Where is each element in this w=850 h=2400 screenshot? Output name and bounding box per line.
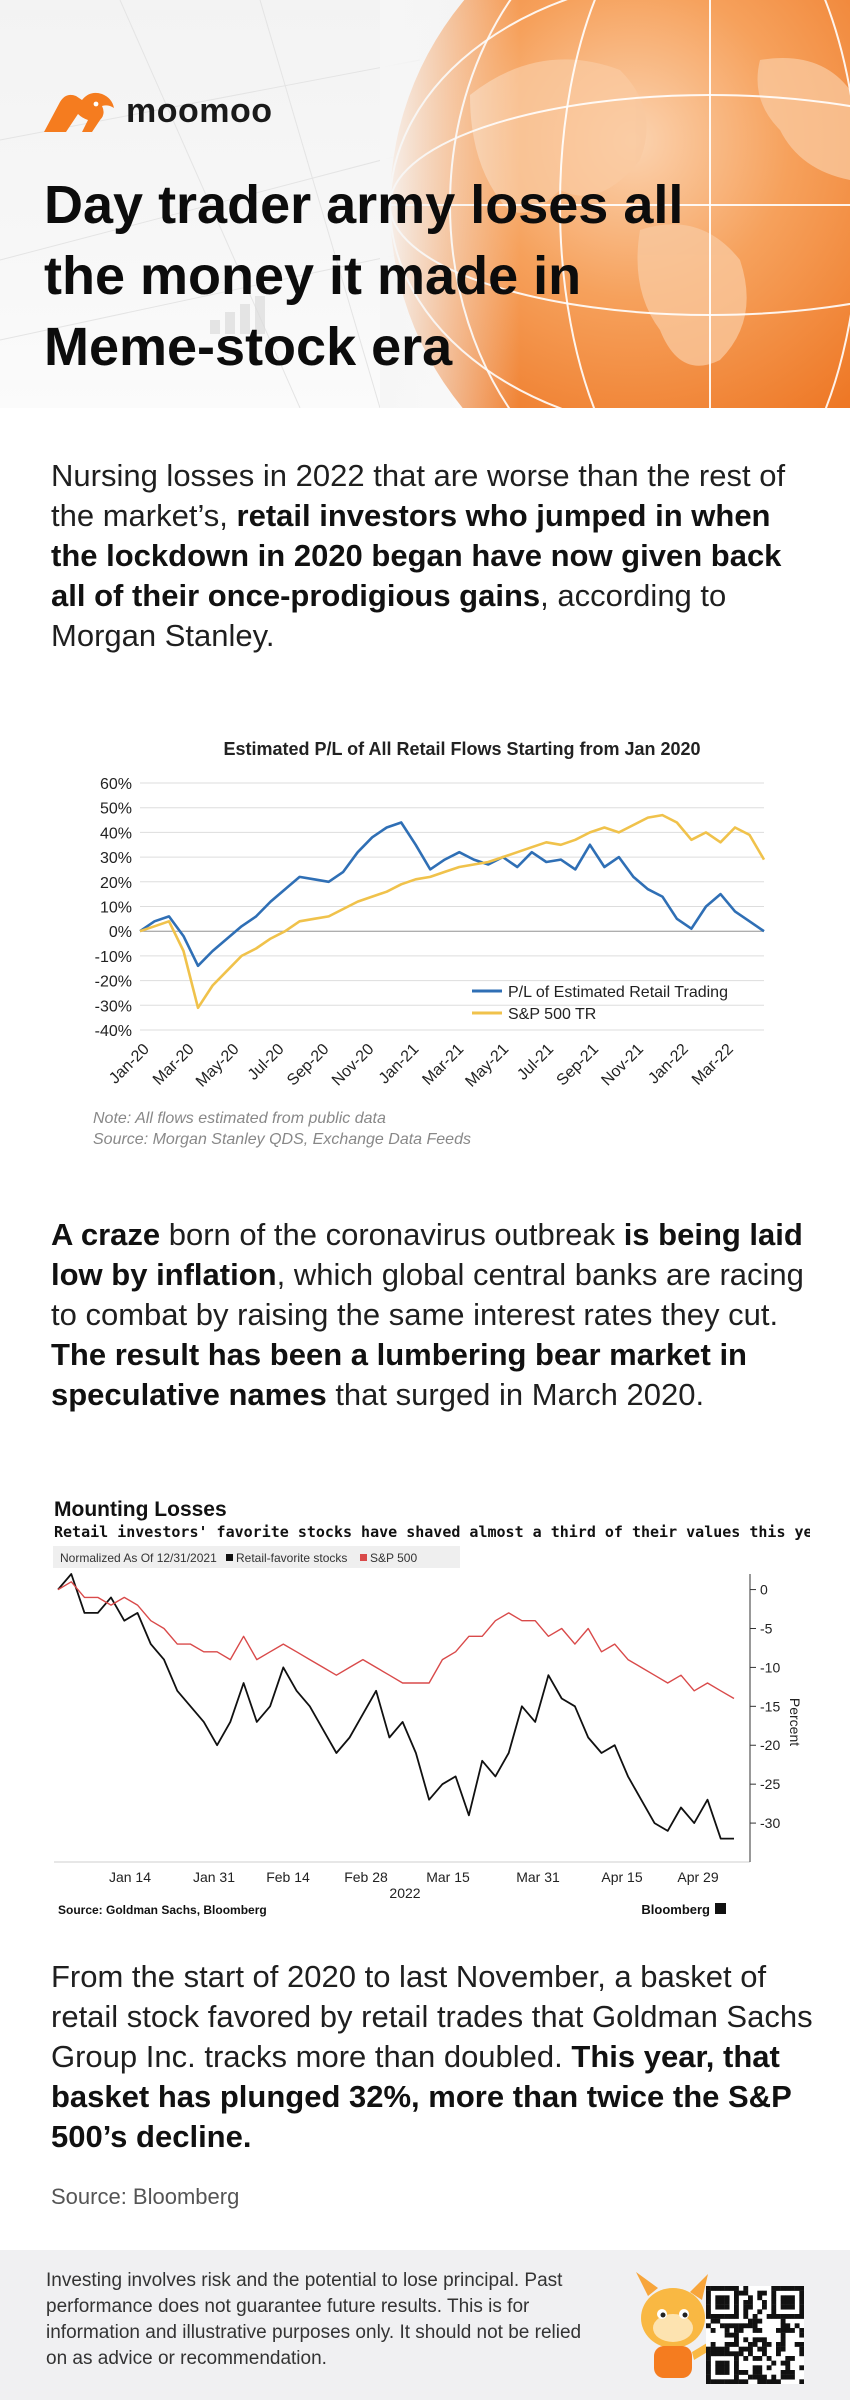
series-line-retail [57, 1573, 734, 1840]
para2-segment: The result has been a lumbering bear mar… [51, 1337, 747, 1412]
y-tick-label: -10% [95, 949, 132, 966]
y-tick-label: -10 [760, 1659, 780, 1675]
y-tick-label: 50% [100, 801, 132, 818]
globe-illustration [0, 0, 850, 408]
x-axis-ticks: Jan 14 Jan 31 Feb 14 Feb 28 Mar 15 Mar 31 Apr … [109, 1869, 719, 1885]
legend-box [53, 1546, 460, 1568]
x-tick-label: Mar 31 [516, 1869, 560, 1885]
x-tick-label: Mar-20 [150, 1041, 198, 1089]
legend-item-retail: P/L of Estimated Retail Trading [508, 984, 728, 1001]
y-tick-label: -20% [95, 974, 132, 991]
x-tick-label: Jan-22 [645, 1041, 692, 1088]
page-title: Day trader army loses all the money it m… [44, 175, 684, 377]
chart-source: Source: Goldman Sachs, Bloomberg [58, 1903, 267, 1917]
y-axis-ticks: 0 -5 -10 -15 -20 -25 -30 [750, 1582, 780, 1831]
disclaimer-footer: Investing involves risk and the potentia… [0, 2250, 850, 2400]
bloomberg-logo: Bloomberg [641, 1902, 710, 1917]
chart-legend: P/L of Estimated Retail Trading S&P 500 … [472, 984, 728, 1023]
y-tick-label: 40% [100, 825, 132, 842]
y-tick-label: 20% [100, 875, 132, 892]
chart-series [139, 813, 766, 1010]
chart-title: Estimated P/L of All Retail Flows Starti… [223, 739, 700, 759]
x-tick-label: May-20 [193, 1041, 243, 1091]
x-tick-label: Apr 29 [677, 1869, 718, 1885]
chart-subtitle: Retail investors' favorite stocks have s… [54, 1523, 810, 1541]
para1-segment: , according to Morgan Stanley. [51, 578, 727, 653]
goldman-basket-paragraph: From the start of 2020 to last November,… [51, 1957, 821, 2157]
brand-name: moomoo [126, 91, 273, 130]
x-tick-label: Jan 14 [109, 1869, 151, 1885]
x-tick-label: May-21 [462, 1041, 512, 1091]
y-tick-label: -40% [95, 1023, 132, 1040]
y-tick-label: -15 [760, 1698, 780, 1714]
x-tick-label: Sep-21 [554, 1041, 603, 1090]
x-tick-label: Nov-21 [598, 1041, 647, 1090]
source-line: Source: Bloomberg [51, 2184, 240, 2209]
x-tick-label: Jul-21 [514, 1041, 557, 1084]
y-tick-label: -30 [760, 1815, 780, 1831]
x-tick-label: Feb 28 [344, 1869, 388, 1885]
y-tick-label: 0% [109, 924, 132, 941]
y-tick-label: -5 [760, 1620, 773, 1636]
x-tick-label: Jan-20 [106, 1041, 153, 1088]
y-tick-label: 10% [100, 900, 132, 917]
y-axis-label: Percent [787, 1698, 803, 1746]
series-line-sp500 [57, 1581, 735, 1700]
moomoo-bull-icon [44, 92, 114, 132]
para1-segment: retail investors who jumped in when the … [51, 498, 782, 613]
qr-code[interactable] [706, 2286, 804, 2384]
legend-swatch-sp500 [360, 1554, 367, 1561]
y-tick-label: 60% [100, 776, 132, 793]
moomoo-mascot-icon [636, 2272, 714, 2378]
moomoo-logo: moomoo [42, 88, 273, 134]
legend-swatch-retail [226, 1554, 233, 1561]
y-tick-label: 0 [760, 1582, 768, 1598]
chart-axes [54, 1574, 751, 1863]
x-tick-label: Feb 14 [266, 1869, 310, 1885]
para3-segment: This year, that basket has plunged 32%, … [51, 2039, 792, 2154]
chart-source: Source: Morgan Stanley QDS, Exchange Dat… [93, 1131, 471, 1148]
x-tick-label: Mar-21 [419, 1041, 467, 1089]
x-axis-year: 2022 [389, 1885, 420, 1901]
series-line-sp500 [139, 813, 766, 1010]
mounting-losses-chart: Mounting Losses Retail investors' favori… [53, 1498, 810, 1917]
legend-caption: Normalized As Of 12/31/2021 [60, 1551, 217, 1565]
para2-segment: , which global central banks are racing … [51, 1257, 804, 1332]
craze-paragraph: A craze born of the coronavirus outbreak… [51, 1215, 821, 1415]
x-tick-label: Jul-20 [245, 1041, 288, 1084]
x-tick-label: Mar 15 [426, 1869, 470, 1885]
y-tick-label: 30% [100, 850, 132, 867]
intro-paragraph: Nursing losses in 2022 that are worse th… [51, 456, 821, 656]
legend-item-sp500: S&P 500 TR [508, 1006, 596, 1023]
y-tick-label: -20 [760, 1737, 780, 1753]
chart-series [57, 1573, 735, 1840]
x-tick-label: Mar-22 [689, 1041, 737, 1089]
chart-title: Mounting Losses [54, 1498, 227, 1521]
x-tick-label: Jan-21 [376, 1041, 423, 1088]
legend-item-retail: Retail-favorite stocks [236, 1551, 347, 1565]
para2-segment: that surged in March 2020. [326, 1377, 705, 1412]
disclaimer-text: Investing involves risk and the potentia… [46, 2270, 582, 2369]
chart-note: Note: All flows estimated from public da… [93, 1110, 386, 1127]
x-tick-label: Nov-20 [329, 1041, 378, 1090]
bloomberg-mark-icon [715, 1903, 726, 1914]
y-tick-label: -25 [760, 1776, 780, 1792]
y-tick-label: -30% [95, 998, 132, 1015]
hero-banner: moomoo Day trader army loses all the mon… [0, 0, 850, 408]
para3-segment: From the start of 2020 to last November,… [51, 1959, 813, 2074]
para1-segment: Nursing losses in 2022 that are worse th… [51, 458, 786, 533]
x-tick-label: Apr 15 [601, 1869, 642, 1885]
para2-segment: born of the coronavirus outbreak [160, 1217, 624, 1252]
legend-item-sp500: S&P 500 [370, 1551, 417, 1565]
para2-segment: A craze [51, 1217, 161, 1252]
retail-pl-chart: Estimated P/L of All Retail Flows Starti… [93, 739, 766, 1148]
x-tick-label: Sep-20 [284, 1041, 333, 1090]
x-tick-label: Jan 31 [193, 1869, 235, 1885]
series-line-retail [139, 821, 765, 968]
para2-segment: is being laid low by inflation [51, 1217, 803, 1292]
y-axis-ticks: 60% 50% 40% 30% 20% 10% 0% -10% -20% -30% -40% [95, 776, 132, 1040]
